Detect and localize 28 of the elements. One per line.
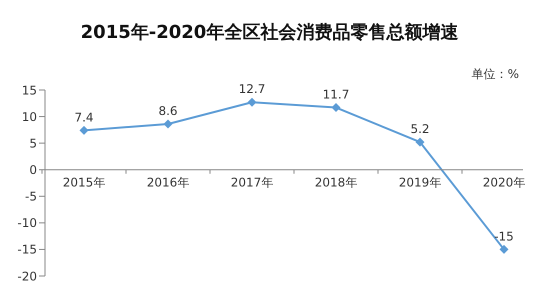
point (416, 138, 424, 147)
y-tick-label: -5 (25, 190, 37, 204)
x-tick-label: 2018年 (314, 176, 358, 190)
point (500, 244, 508, 254)
point (80, 126, 88, 135)
text: 单位：% (472, 66, 519, 83)
x-tick-label: 2017年 (230, 176, 274, 190)
y-tick-label: -15 (17, 242, 37, 257)
point (332, 103, 340, 112)
x-tick-label: 2020年 (482, 176, 526, 190)
point (164, 120, 172, 129)
y-tick-label: 15 (22, 83, 37, 98)
data-label: 12.7 (238, 82, 266, 96)
y-tick-label: 10 (22, 110, 37, 124)
y-tick-label: -20 (17, 269, 37, 284)
data-label: 8.6 (158, 104, 178, 118)
point (248, 98, 256, 107)
y-tick-label: 5 (29, 136, 37, 150)
x-tick-label: 2019年 (398, 176, 442, 190)
y-tick-label: -10 (17, 216, 37, 230)
x-tick-label: 2016年 (146, 176, 190, 190)
data-label: 11.7 (322, 88, 350, 102)
data-label: -15 (494, 229, 514, 244)
data-label: 7.4 (74, 110, 94, 124)
chart-title: 2015年-2020年全区社会消费品零售总额增速 (80, 21, 460, 44)
x-tick-label: 2015年 (62, 176, 106, 190)
y-tick-label: 0 (29, 162, 37, 177)
data-label: 5.2 (410, 122, 430, 136)
